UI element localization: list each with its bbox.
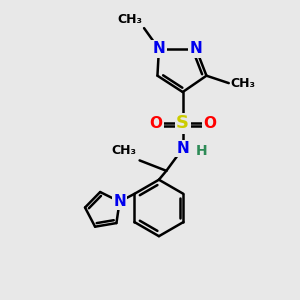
Text: N: N <box>190 41 202 56</box>
Text: O: O <box>203 116 216 131</box>
Text: CH₃: CH₃ <box>118 13 142 26</box>
Text: CH₃: CH₃ <box>112 144 136 158</box>
Text: H: H <box>196 145 208 158</box>
Text: O: O <box>149 116 162 131</box>
Text: CH₃: CH₃ <box>230 76 255 90</box>
Text: N: N <box>176 141 189 156</box>
Text: S: S <box>176 114 189 132</box>
Text: N: N <box>152 41 165 56</box>
Text: N: N <box>113 194 126 209</box>
